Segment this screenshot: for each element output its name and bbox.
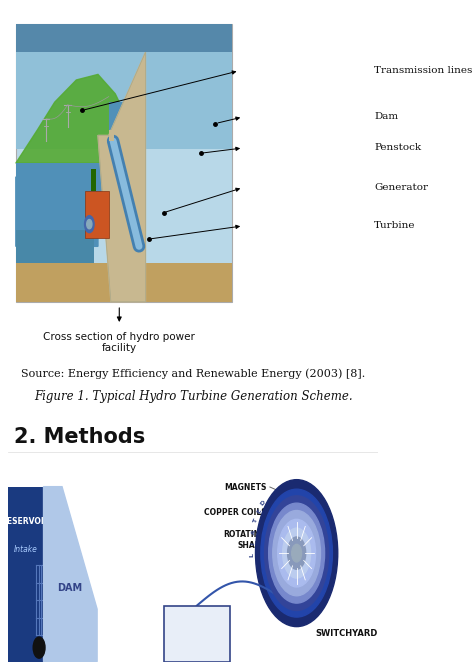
Text: A: A (251, 530, 257, 536)
FancyBboxPatch shape (16, 25, 232, 52)
Circle shape (292, 544, 301, 562)
FancyBboxPatch shape (9, 487, 44, 662)
Text: L: L (250, 553, 255, 557)
Text: MAGNETS: MAGNETS (224, 483, 266, 491)
Circle shape (264, 496, 328, 611)
Text: GENERATOR: GENERATOR (168, 615, 225, 624)
FancyBboxPatch shape (16, 163, 102, 196)
Polygon shape (44, 487, 97, 662)
FancyBboxPatch shape (85, 191, 109, 238)
FancyBboxPatch shape (16, 263, 232, 302)
Text: 2. Methods: 2. Methods (14, 427, 145, 447)
Text: Transmission lines: Transmission lines (374, 66, 473, 75)
Circle shape (33, 637, 45, 658)
Text: Cross section of hydro power
facility: Cross section of hydro power facility (43, 332, 195, 353)
Circle shape (255, 479, 338, 627)
Text: Penstock: Penstock (374, 143, 421, 152)
Text: Turbine: Turbine (374, 221, 416, 230)
Polygon shape (16, 74, 141, 163)
FancyBboxPatch shape (16, 25, 232, 302)
FancyBboxPatch shape (109, 130, 114, 141)
Text: ROTATING
SHAFT: ROTATING SHAFT (223, 530, 266, 550)
Circle shape (273, 511, 320, 596)
Circle shape (269, 503, 325, 603)
FancyBboxPatch shape (109, 102, 146, 263)
Text: I: I (250, 542, 255, 545)
Text: COPPER COILS: COPPER COILS (203, 509, 266, 517)
Text: Intake: Intake (14, 545, 38, 554)
Polygon shape (98, 52, 146, 302)
Circle shape (87, 219, 92, 229)
Text: SWITCHYARD: SWITCHYARD (315, 629, 378, 638)
FancyBboxPatch shape (164, 605, 230, 662)
Text: 1: 1 (36, 644, 42, 650)
Text: DAM: DAM (57, 583, 82, 593)
Text: Dam: Dam (374, 113, 398, 121)
Polygon shape (16, 177, 98, 247)
Text: D: D (259, 499, 266, 506)
Circle shape (278, 519, 316, 587)
FancyBboxPatch shape (16, 229, 94, 263)
FancyBboxPatch shape (16, 25, 232, 149)
Circle shape (84, 215, 94, 233)
Text: T: T (253, 519, 259, 524)
Text: Generator: Generator (374, 183, 428, 192)
Text: Source: Energy Efficiency and Renewable Energy (2003) [8].: Source: Energy Efficiency and Renewable … (21, 369, 365, 379)
Circle shape (288, 537, 306, 570)
Circle shape (261, 489, 332, 617)
FancyBboxPatch shape (91, 168, 96, 191)
Text: Figure 1. Typical Hydro Turbine Generation Scheme.: Figure 1. Typical Hydro Turbine Generati… (34, 390, 353, 402)
Text: E: E (255, 509, 262, 515)
Polygon shape (107, 102, 141, 163)
Text: RESERVOIR: RESERVOIR (1, 517, 50, 526)
Circle shape (283, 528, 310, 578)
